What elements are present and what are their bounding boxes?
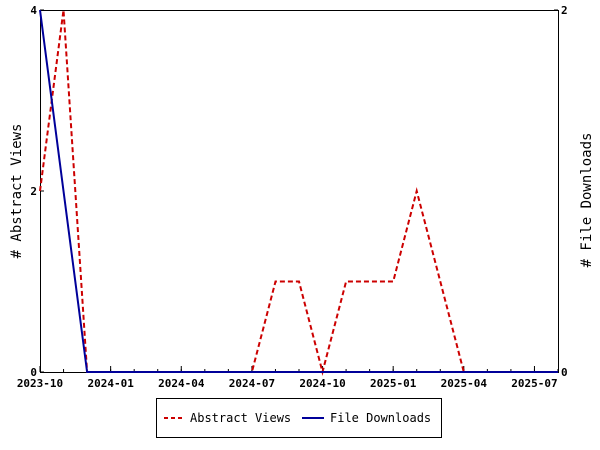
legend: Abstract Views File Downloads	[156, 398, 442, 438]
x-tick-label: 2024-01	[87, 377, 134, 390]
x-ticks: 2023-10 2024-01 2024-04 2024-07 2024-10 2025-…	[17, 366, 559, 390]
y-left-axis-title: # Abstract Views	[9, 124, 25, 259]
x-tick-label: 2024-10	[299, 377, 345, 390]
legend-label-abstract-views: Abstract Views	[190, 411, 291, 425]
y-left-tick-label: 4	[30, 4, 37, 17]
x-tick-label: 2025-07	[511, 377, 557, 390]
y-right-axis-title: # File Downloads	[579, 133, 595, 268]
x-tick-label: 2025-01	[370, 377, 417, 390]
y-right-tick-label: 0	[561, 366, 568, 379]
legend-box	[156, 398, 442, 438]
series-lines	[39, 9, 558, 376]
x-tick-label: 2024-04	[158, 377, 205, 390]
y-left-tick-label: 2	[30, 185, 37, 198]
x-tick-label: 2025-04	[441, 377, 488, 390]
series-line-file-downloads	[39, 9, 558, 373]
y-left-tick-label: 0	[30, 366, 37, 379]
x-tick-label: 2023-10	[17, 377, 63, 390]
x-tick-label: 2024-07	[229, 377, 275, 390]
legend-label-file-downloads: File Downloads	[330, 411, 431, 425]
y-right-tick-label: 2	[561, 4, 568, 17]
